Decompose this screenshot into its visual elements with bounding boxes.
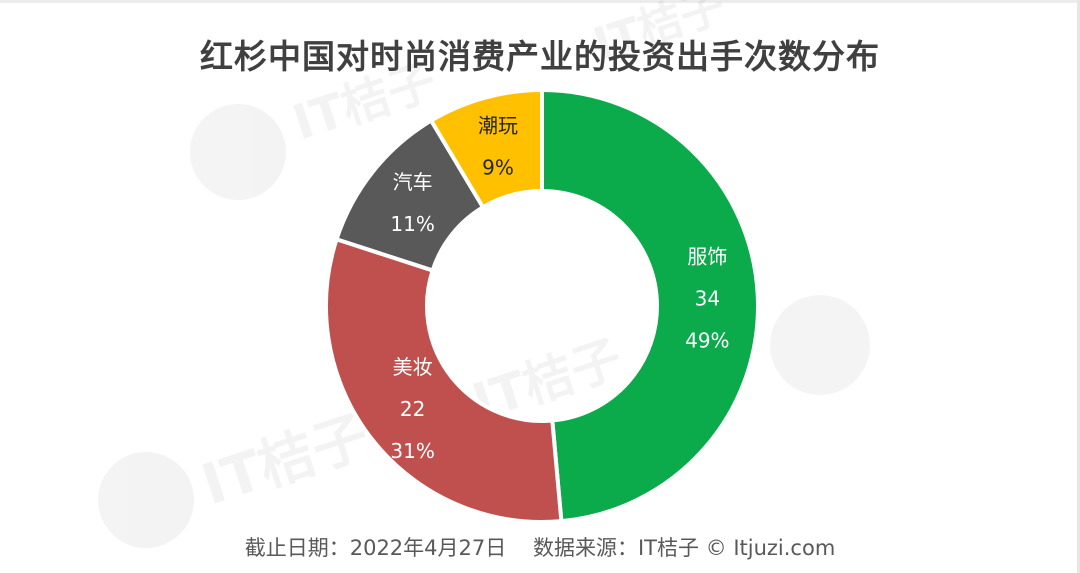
slice-category-label: 汽车 — [393, 170, 433, 194]
chart-footer-source: 截止日期：2022年4月27日 数据来源：IT桔子 © Itjuzi.com — [244, 536, 836, 560]
right-border — [1077, 0, 1080, 573]
slice-percent-label: 31% — [390, 439, 434, 463]
slice-value-label: 22 — [400, 397, 425, 421]
donut-slice-1 — [540, 87, 760, 524]
watermark-orange-icon — [98, 104, 870, 548]
slice-category-label: 潮玩 — [478, 113, 518, 137]
donut-slice-2 — [324, 236, 564, 524]
slice-percent-label: 49% — [685, 329, 729, 353]
donut-slice-4 — [428, 87, 544, 211]
slice-percent-label: 11% — [390, 212, 434, 236]
chart-title: 红杉中国对时尚消费产业的投资出手次数分布 — [200, 37, 880, 76]
slice-category-label: 服饰 — [687, 245, 727, 269]
slice-category-label: 美妆 — [393, 355, 433, 379]
top-border — [0, 0, 1080, 3]
slice-value-label: 34 — [695, 287, 720, 311]
slice-percent-label: 9% — [482, 155, 514, 179]
